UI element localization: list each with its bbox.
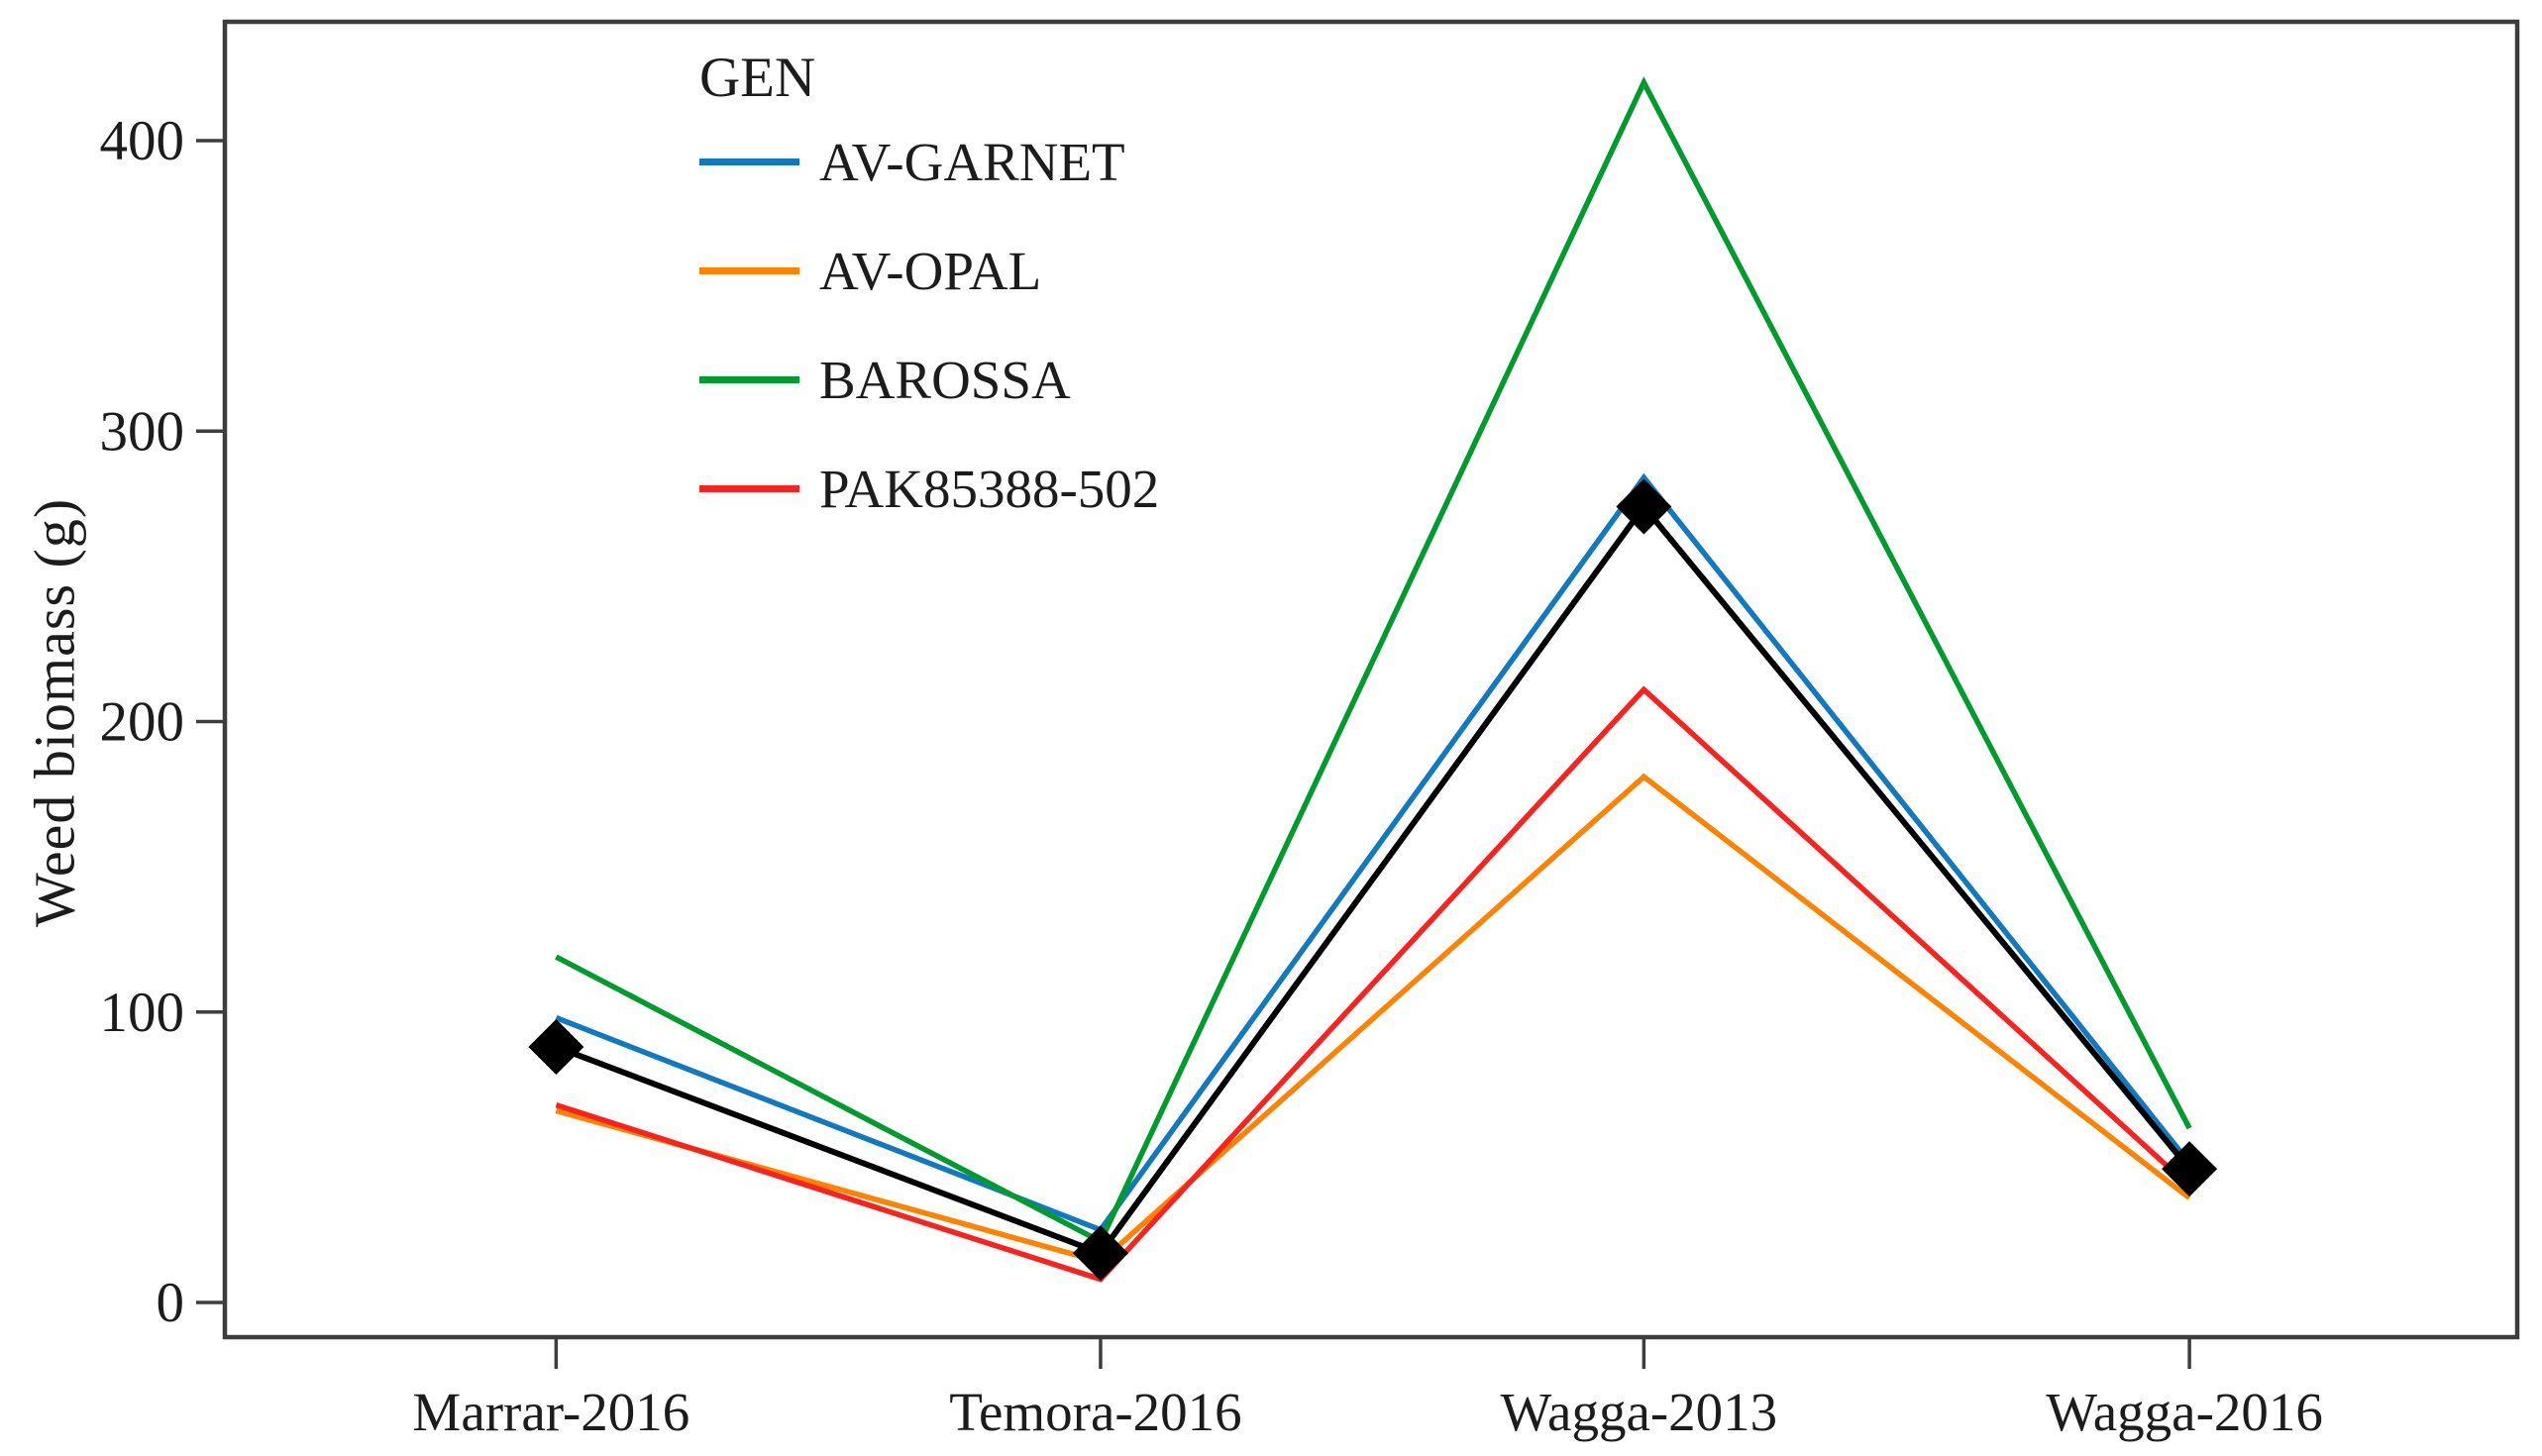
legend-item-barossa: BAROSSA — [699, 325, 1159, 434]
x-tick-label: Wagga-2016 — [2046, 1382, 2323, 1442]
y-tick-label: 100 — [100, 982, 185, 1044]
series-line-av-garnet — [555, 472, 2192, 1234]
data-series — [528, 76, 2218, 1283]
legend-item-av-opal: AV-OPAL — [699, 216, 1159, 325]
y-tick-label: 400 — [100, 110, 185, 172]
legend-item-av-garnet: AV-GARNET — [699, 107, 1159, 216]
mean-diamond-marker — [1616, 478, 1672, 535]
plot-border — [222, 19, 2520, 1340]
mean-diamond-marker — [1072, 1225, 1128, 1282]
legend: GEN AV-GARNET AV-OPAL BAROSSA PAK85388-5… — [699, 50, 1159, 543]
x-tick-label: Temora-2016 — [949, 1382, 1242, 1442]
axis-ticks — [196, 139, 2191, 1369]
series-line-pak85388-502 — [555, 685, 2191, 1283]
y-tick-label: 200 — [100, 691, 185, 754]
y-tick-label: 0 — [157, 1272, 185, 1334]
legend-item-label: AV-OPAL — [819, 240, 1042, 301]
plot-frame — [222, 19, 2520, 1340]
x-tick-label: Marrar-2016 — [412, 1382, 689, 1442]
legend-item-pak85388-502: PAK85388-502 — [699, 434, 1159, 543]
legend-item-label: BAROSSA — [819, 349, 1071, 410]
series-line-barossa — [555, 76, 2192, 1246]
legend-line-swatch — [699, 266, 799, 274]
legend-item-label: AV-GARNET — [819, 131, 1125, 192]
y-tick-label: 300 — [100, 400, 185, 463]
x-tick-label: Wagga-2013 — [1501, 1382, 1778, 1442]
y-axis-title: Weed biomass (g) — [22, 497, 87, 928]
legend-line-swatch — [699, 157, 799, 165]
legend-line-swatch — [699, 375, 799, 383]
legend-line-swatch — [699, 484, 799, 492]
mean-diamond-marker — [528, 1018, 584, 1075]
legend-item-label: PAK85388-502 — [819, 458, 1160, 519]
axis-tick-labels: 0 100 200 300 400 Marrar-2016 Temora-2016 Wagga… — [100, 110, 2323, 1442]
series-line-av-opal — [555, 773, 2191, 1265]
series-line-mean — [555, 501, 2192, 1257]
mean-diamond-marker — [2162, 1141, 2218, 1197]
legend-title: GEN — [699, 47, 816, 109]
